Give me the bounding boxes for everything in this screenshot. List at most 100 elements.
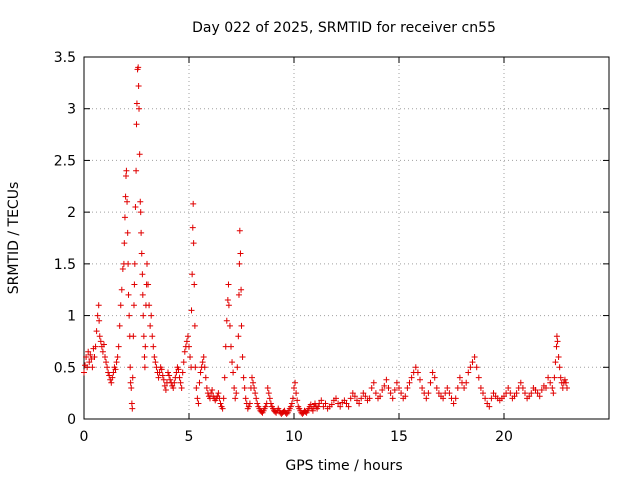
data-point	[517, 379, 524, 386]
data-point	[102, 353, 108, 360]
data-point	[507, 390, 514, 397]
data-point	[341, 397, 348, 404]
data-point	[233, 390, 240, 397]
data-point	[84, 364, 91, 371]
data-point	[203, 384, 210, 391]
data-point	[292, 379, 299, 386]
data-point	[262, 403, 269, 410]
data-point	[94, 312, 101, 319]
y-tick-label: 0.5	[54, 360, 76, 376]
data-point	[383, 376, 390, 383]
x-tick-label: 20	[495, 429, 513, 445]
data-point	[141, 364, 148, 371]
data-point	[552, 359, 559, 366]
data-point	[117, 302, 124, 309]
data-point	[379, 387, 386, 394]
data-point	[178, 384, 185, 391]
data-point	[354, 397, 360, 404]
data-point	[135, 64, 142, 71]
data-point	[408, 374, 415, 381]
data-point	[564, 384, 570, 391]
data-point	[217, 400, 224, 407]
data-point	[128, 400, 135, 407]
data-point	[333, 395, 339, 402]
data-point	[119, 266, 126, 273]
data-point	[148, 312, 155, 319]
data-points	[81, 64, 570, 417]
data-point	[252, 390, 259, 397]
data-point	[171, 379, 178, 386]
data-point	[199, 359, 206, 366]
data-point	[482, 395, 489, 402]
data-point	[161, 382, 168, 389]
y-tick-label: 2	[67, 205, 76, 221]
data-point	[254, 400, 261, 407]
data-point	[145, 281, 152, 288]
data-point	[124, 198, 131, 205]
data-point	[360, 390, 367, 397]
data-point	[431, 374, 438, 381]
data-point	[446, 390, 453, 397]
data-point	[536, 393, 543, 400]
data-point	[267, 400, 274, 407]
data-point	[337, 403, 344, 410]
grid-lines	[84, 57, 609, 419]
data-point	[358, 395, 365, 402]
data-point	[93, 328, 100, 335]
data-point	[113, 359, 120, 366]
y-axis-label: SRMTID / TECUs	[6, 182, 22, 295]
data-point	[114, 353, 121, 360]
data-point	[133, 100, 140, 107]
data-point	[195, 400, 202, 407]
data-point	[385, 384, 392, 391]
data-point	[235, 333, 242, 340]
data-point	[318, 397, 325, 404]
data-point	[467, 364, 474, 371]
data-point	[141, 353, 148, 360]
data-point	[121, 240, 128, 247]
data-point	[389, 395, 396, 402]
data-point	[173, 369, 180, 376]
data-point	[95, 302, 102, 309]
data-point	[97, 338, 104, 345]
data-point	[419, 384, 426, 391]
data-point	[315, 403, 322, 410]
data-point	[461, 384, 468, 391]
x-tick-label: 5	[185, 429, 194, 445]
data-point	[155, 374, 162, 381]
data-point	[144, 260, 150, 267]
data-point	[129, 405, 136, 412]
data-point	[186, 343, 192, 350]
data-point	[108, 379, 115, 386]
data-point	[85, 348, 92, 355]
data-point	[189, 271, 196, 278]
data-point	[136, 151, 143, 158]
data-point	[209, 387, 216, 394]
x-tick-label: 10	[285, 429, 303, 445]
data-point	[463, 379, 470, 386]
data-point	[471, 353, 478, 360]
data-point	[555, 353, 562, 360]
data-point	[469, 359, 476, 366]
data-point	[165, 369, 171, 376]
data-point	[265, 390, 272, 397]
data-point	[99, 348, 106, 355]
data-point	[162, 387, 169, 394]
data-point	[538, 387, 545, 394]
data-point	[547, 379, 554, 386]
data-point	[132, 203, 139, 210]
data-point	[328, 401, 335, 408]
data-point	[299, 410, 306, 417]
data-point	[264, 384, 271, 391]
data-point	[241, 384, 248, 391]
data-point	[88, 356, 95, 363]
data-point	[551, 374, 558, 381]
data-point	[423, 395, 430, 402]
data-point	[433, 384, 440, 391]
data-point	[347, 395, 354, 402]
data-point	[234, 364, 241, 371]
data-point	[245, 403, 252, 410]
data-point	[557, 374, 564, 381]
data-point	[484, 400, 491, 407]
